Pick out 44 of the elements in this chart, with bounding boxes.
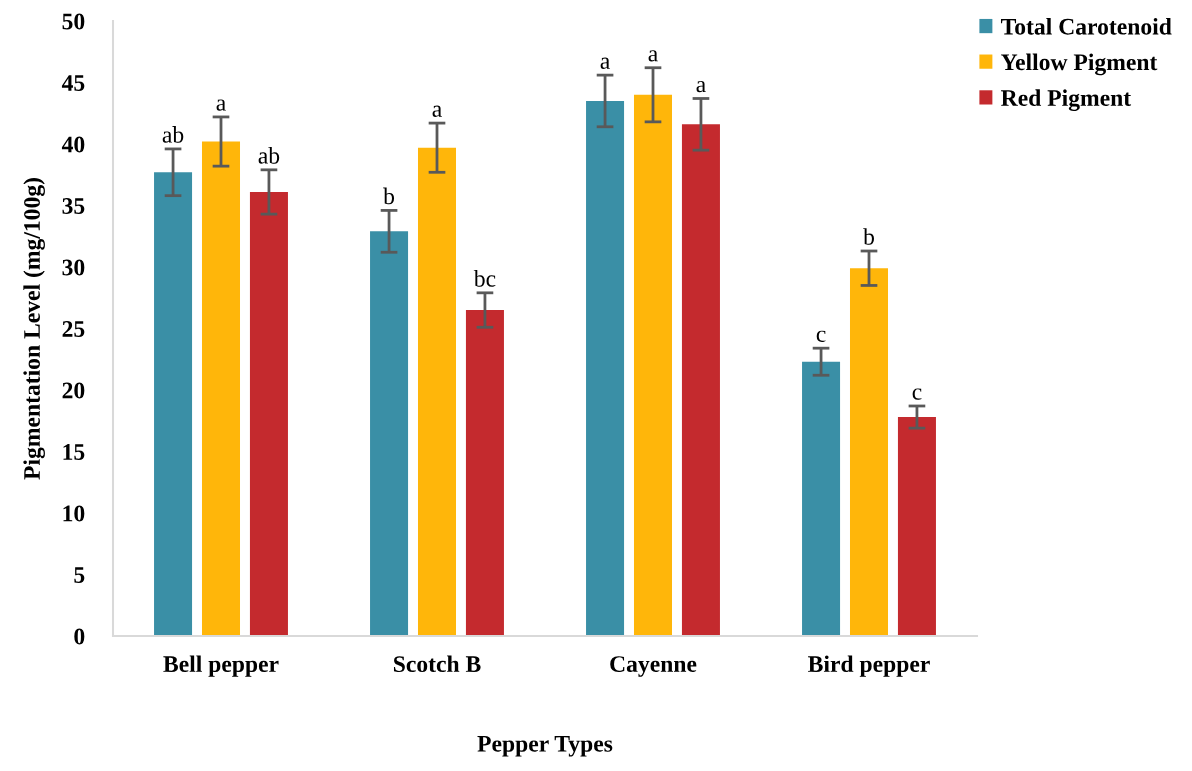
y-tick-label: 45 [61,75,85,91]
legend-label: Yellow Pigment [1001,53,1158,76]
data-label: b [383,187,395,205]
x-tick-label: Bell pepper [163,655,279,677]
y-tick-label: 40 [61,136,85,153]
data-label: b [863,228,874,245]
bar [633,94,673,636]
data-label: a [432,105,442,117]
legend-label: Red Pigment [1001,89,1132,111]
data-label: a [216,99,226,111]
y-tick-label: 20 [62,382,85,399]
y-tick-label: 30 [62,259,85,276]
bar [465,310,504,636]
data-label: a [600,57,610,69]
y-tick-label: 10 [63,505,85,522]
bar [849,268,889,636]
bar [897,417,936,636]
data-label: c [816,330,826,342]
data-label: c [912,388,922,400]
bar [154,172,193,636]
data-label: a [696,80,706,93]
data-label: bc [473,270,496,287]
y-tick-label: 5 [74,567,85,583]
y-tick-label: 35 [62,198,85,214]
bar [586,100,625,636]
bar [417,147,457,636]
x-tick-label: Bird pepper [808,655,930,677]
x-axis-title: Pepper Types [477,736,613,757]
legend-label: Total Carotenoid [1001,18,1172,35]
data-label: ab [162,126,184,143]
x-tick-label: Cayenne [610,656,697,677]
bar [370,231,409,636]
data-label: ab [258,147,280,164]
bar [681,124,720,636]
y-tick-label: 0 [74,628,85,645]
y-axis-title: Pigmentation Level (mg/100g) [23,178,45,480]
bar [201,141,241,636]
bar [249,191,288,636]
y-tick-label: 15 [63,444,85,460]
x-tick-label: Scotch B [393,655,481,673]
y-tick-label: 50 [62,13,85,30]
bar [802,361,841,636]
y-tick-label: 25 [62,321,85,337]
data-label: a [648,50,658,62]
